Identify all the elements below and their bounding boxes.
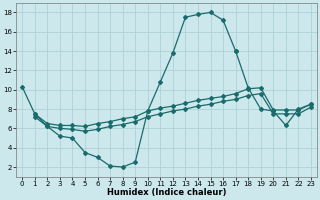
X-axis label: Humidex (Indice chaleur): Humidex (Indice chaleur) xyxy=(107,188,226,197)
